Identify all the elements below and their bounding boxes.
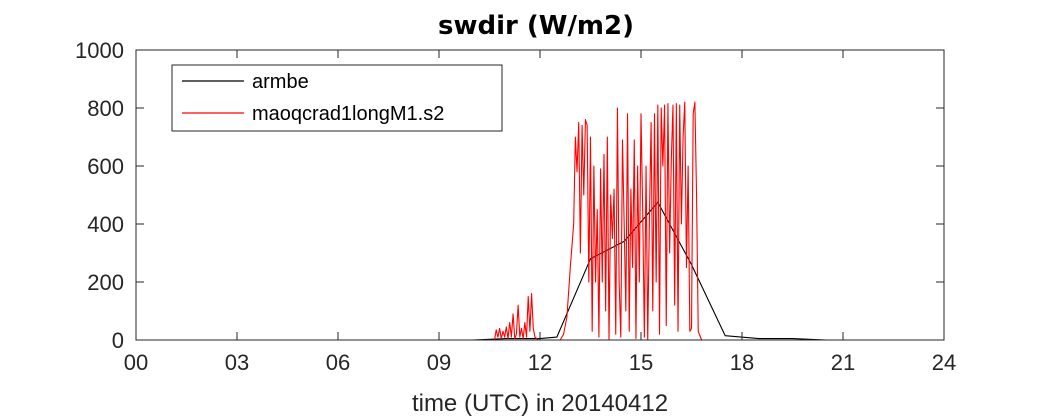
- chart-title: swdir (W/m2): [438, 11, 634, 41]
- legend: armbe maoqcrad1longM1.s2: [171, 64, 503, 132]
- x-tick-label: 18: [730, 350, 754, 375]
- legend-box: [171, 64, 503, 132]
- y-tick-label: 800: [87, 96, 124, 121]
- y-tick-label: 0: [112, 328, 124, 353]
- y-tick-label: 1000: [75, 38, 124, 63]
- x-tick-label: 06: [326, 350, 350, 375]
- y-tick-label: 200: [87, 270, 124, 295]
- y-tick-label: 400: [87, 212, 124, 237]
- legend-label: armbe: [252, 71, 309, 93]
- x-axis-label: time (UTC) in 20140412: [412, 390, 668, 417]
- x-tick-label: 03: [225, 350, 249, 375]
- x-tick-label: 15: [629, 350, 653, 375]
- x-tick-label: 21: [831, 350, 855, 375]
- legend-label: maoqcrad1longM1.s2: [252, 103, 444, 125]
- x-tick-label: 00: [124, 350, 148, 375]
- series-line-maoqcrad1longM1.s2: [136, 101, 944, 341]
- y-tick-label: 600: [87, 154, 124, 179]
- ticks: 00 03 06 09 12 15 18 21 24 0 200 400 600 800 1000: [75, 38, 956, 375]
- x-tick-label: 12: [528, 350, 552, 375]
- x-tick-label: 09: [427, 350, 451, 375]
- x-tick-label: 24: [932, 350, 956, 375]
